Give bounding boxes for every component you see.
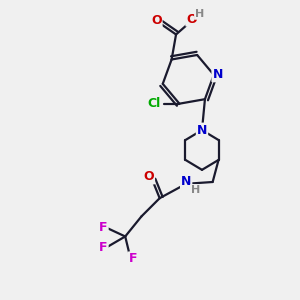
Text: N: N xyxy=(181,176,191,188)
Text: H: H xyxy=(195,9,204,19)
Text: Cl: Cl xyxy=(148,97,161,110)
Text: N: N xyxy=(212,68,223,81)
Text: O: O xyxy=(143,170,154,184)
Text: F: F xyxy=(129,252,137,265)
Text: F: F xyxy=(99,220,108,233)
Text: F: F xyxy=(99,242,108,254)
Text: O: O xyxy=(151,14,162,27)
Text: O: O xyxy=(186,13,197,26)
Text: H: H xyxy=(191,185,200,195)
Text: N: N xyxy=(197,124,207,136)
